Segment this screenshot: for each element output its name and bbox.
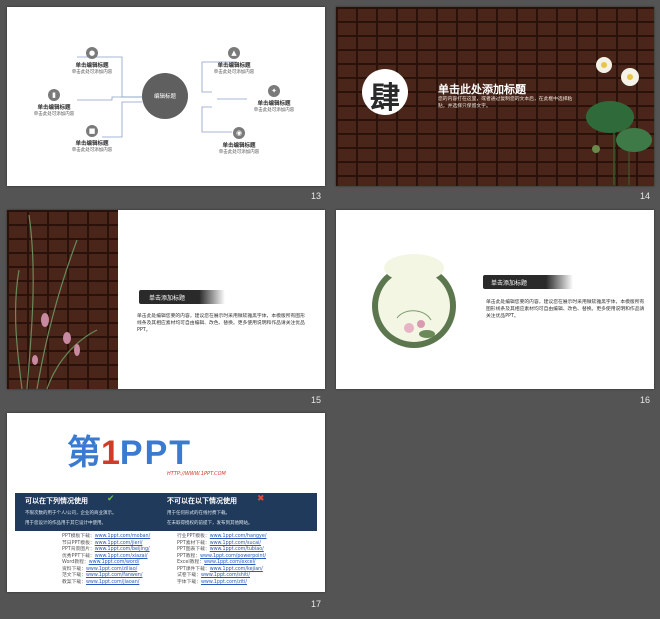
slide-13[interactable]: 编辑标题 ● 单击编辑标题 单击此处可添加内容 ▮ 单击编辑标题 单击此处可添加… [7,7,325,186]
node-bulb[interactable]: ● 单击编辑标题 单击此处可添加内容 [71,47,113,75]
chart-icon: ▮ [48,89,60,101]
link-row[interactable]: 范文下载：www.1ppt.com/fanwen/ [62,573,143,578]
node-chart[interactable]: ▮ 单击编辑标题 单击此处可添加内容 [33,89,75,117]
flask-icon: ▲ [228,47,240,59]
slide16-body: 单击此处编辑您要的内容，建议您在展示时采用微软雅黑字体，本模版所有图形线条及其相… [486,300,645,319]
slide-16[interactable]: 单击添加标题 单击此处编辑您要的内容，建议您在展示时采用微软雅黑字体，本模版所有… [336,210,654,389]
wrench-icon: ✦ [268,85,280,97]
link-row[interactable]: PPT图表下载：www.1ppt.com/tubiao/ [177,547,264,552]
link-row[interactable]: Word教程：www.1ppt.com/word/ [62,560,140,565]
link-list-right: 行业PPT模板：www.1ppt.com/hangye/ PPT素材下载：www… [177,534,266,586]
orchid-illustration [14,214,98,389]
link-row[interactable]: 节日PPT模板：www.1ppt.com/jieri/ [62,540,143,546]
slide-number-17: 17 [311,599,322,609]
slide14-title: 单击此处添加标题 [438,83,526,96]
link-row[interactable]: 试卷下载：www.1ppt.com/shiti/ [177,573,250,578]
logo: 第1PPT [67,434,193,472]
usage-banner [15,493,317,531]
lotus-frame-illustration [372,254,456,348]
heading-brush [483,275,573,289]
can-item-1: 不限次数的用于个人/公司，企业的商业演示。 [25,511,117,516]
can-item-2: 用于您设计的作品用于其它设计中使用。 [25,521,106,526]
slide-number-16: 16 [640,395,651,405]
check-icon: ✔ [107,494,115,504]
link-row[interactable]: 教案下载：www.1ppt.com/jiaoan/ [62,579,140,585]
heading-brush [139,290,225,304]
node-lock[interactable]: ■ 单击编辑标题 单击此处可添加内容 [71,125,113,153]
link-row[interactable]: PPT课件下载：www.1ppt.com/kejian/ [177,566,263,572]
big-char-circle [362,69,408,115]
node-disc[interactable]: ◉ 单击编辑标题 单击此处可添加内容 [218,127,260,155]
slide-number-15: 15 [311,395,322,405]
link-row[interactable]: PPT素材下载：www.1ppt.com/sucai/ [177,540,262,546]
disc-icon: ◉ [233,127,245,139]
link-row[interactable]: PPT教程：www.1ppt.com/powerpoint/ [177,553,267,559]
connector-lines [77,56,247,138]
slide15-body: 单击此处编辑您要的内容，建议您在展示时采用微软雅黑字体，本模版所有图形线条及其相… [137,314,305,333]
link-row[interactable]: 优秀PPT下载：www.1ppt.com/xiazai/ [62,553,148,559]
slide14-body: 您的内容打在这里，或者通过复制您的文本后，在此框中选择粘贴，并选择只保留文字。 [438,97,573,109]
logo-url: HTTP://WWW.1PPT.COM [167,471,226,477]
can-title: 可以在下列情况使用 [25,497,88,505]
cannot-item-2: 在未取得授权的前提下，发布到其他网站。 [167,521,253,526]
link-list-left: PPT模板下载：www.1ppt.com/moban/ 节日PPT模板：www.… [62,534,150,586]
center-label: 编辑标题 [153,94,176,100]
center-circle[interactable] [142,73,188,119]
link-row[interactable]: Excel教程：www.1ppt.com/excel/ [177,560,256,565]
cross-icon: ✖ [257,494,265,504]
link-row[interactable]: 行业PPT模板：www.1ppt.com/hangye/ [177,534,267,539]
node-flask[interactable]: ▲ 单击编辑标题 单击此处可添加内容 [213,47,255,75]
big-char: 肆 [370,81,400,116]
cannot-title: 不可以在以下情况使用 [167,497,237,505]
slide-number-13: 13 [311,191,322,201]
link-row[interactable]: PPT背景图片：www.1ppt.com/beijing/ [62,547,150,552]
link-row[interactable]: 字体下载：www.1ppt.com/ziti/ [177,579,247,585]
lotus-illustration [586,57,652,185]
slide16-heading: 单击添加标题 [491,280,528,287]
slide-14[interactable]: 肆 单击此处添加标题 您的内容打在这里，或者通过复制您的文本后，在此框中选择粘贴… [336,7,654,186]
link-row[interactable]: PPT模板下载：www.1ppt.com/moban/ [62,534,151,539]
lock-icon: ■ [86,125,98,137]
node-wrench[interactable]: ✦ 单击编辑标题 单击此处可添加内容 [253,85,295,113]
slide-number-14: 14 [640,191,651,201]
slide-15[interactable]: 单击添加标题 单击此处编辑您要的内容，建议您在展示时采用微软雅黑字体，本模版所有… [7,210,325,389]
slide-17[interactable]: 第1PPT HTTP://WWW.1PPT.COM 可以在下列情况使用 ✔ 不可… [7,413,325,592]
cannot-item-1: 用于任何形式的在线付费下载。 [167,511,230,516]
bulb-icon: ● [86,47,98,59]
slide15-heading: 单击添加标题 [149,295,186,302]
link-row[interactable]: 资料下载：www.1ppt.com/ziliao/ [62,566,138,572]
